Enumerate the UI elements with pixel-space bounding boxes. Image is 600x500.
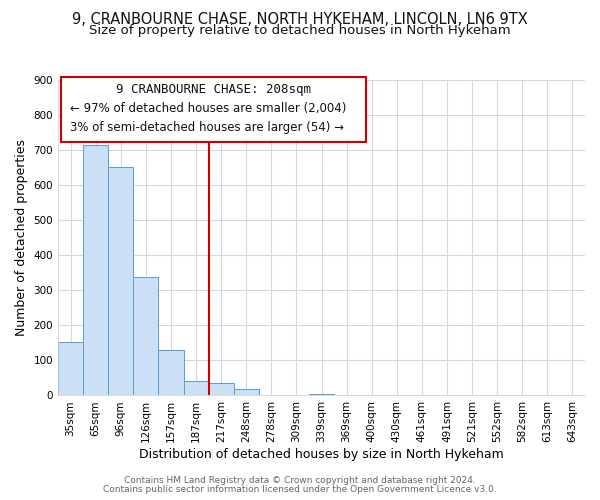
Bar [158,350,184,396]
Text: 9 CRANBOURNE CHASE: 208sqm: 9 CRANBOURNE CHASE: 208sqm [116,83,311,96]
Bar [58,342,83,396]
Text: Size of property relative to detached houses in North Hykeham: Size of property relative to detached ho… [89,24,511,37]
Bar [108,168,133,396]
FancyBboxPatch shape [61,77,367,142]
Text: Contains public sector information licensed under the Open Government Licence v3: Contains public sector information licen… [103,485,497,494]
X-axis label: Distribution of detached houses by size in North Hykeham: Distribution of detached houses by size … [139,448,504,461]
Bar [209,383,233,396]
Bar [133,277,158,396]
Bar [184,380,209,396]
Text: 3% of semi-detached houses are larger (54) →: 3% of semi-detached houses are larger (5… [70,121,344,134]
Bar [83,145,108,396]
Text: ← 97% of detached houses are smaller (2,004): ← 97% of detached houses are smaller (2,… [70,102,346,115]
Bar [233,389,259,396]
Text: 9, CRANBOURNE CHASE, NORTH HYKEHAM, LINCOLN, LN6 9TX: 9, CRANBOURNE CHASE, NORTH HYKEHAM, LINC… [72,12,528,28]
Y-axis label: Number of detached properties: Number of detached properties [15,139,28,336]
Text: Contains HM Land Registry data © Crown copyright and database right 2024.: Contains HM Land Registry data © Crown c… [124,476,476,485]
Bar [309,394,334,396]
